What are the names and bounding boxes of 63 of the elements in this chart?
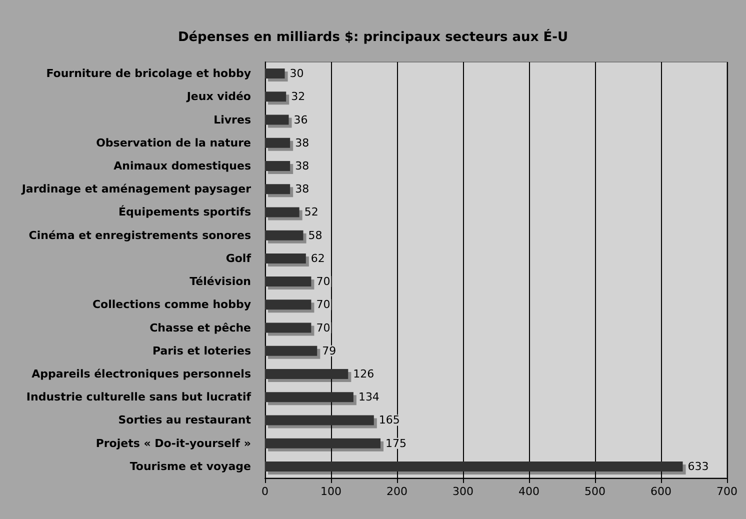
- data-label: 38: [295, 160, 310, 172]
- y-tick-label: Appareils électroniques personnels: [32, 368, 252, 380]
- y-tick-label: Fourniture de bricolage et hobby: [46, 67, 251, 80]
- data-label: 70: [316, 275, 330, 288]
- x-tick-label: 700: [716, 485, 738, 498]
- y-tick-label: Jardinage et aménagement paysager: [20, 182, 252, 196]
- x-tick-label: 0: [262, 485, 268, 498]
- data-label: 175: [386, 436, 406, 450]
- y-tick-label: Cinéma et enregistrements sonores: [28, 228, 252, 242]
- bar: [265, 392, 354, 402]
- data-label: 38: [295, 182, 310, 196]
- y-tick-label: Télévision: [190, 275, 251, 288]
- bar: [265, 114, 289, 125]
- y-tick-label: Équipements sportifs: [118, 204, 252, 219]
- bar: [265, 300, 312, 310]
- chart-title: Dépenses en milliards $: principaux secteurs aux É-U: [178, 28, 568, 45]
- data-label: 62: [310, 252, 325, 265]
- data-label: 126: [353, 368, 374, 380]
- y-tick-label: Chasse et pêche: [150, 321, 251, 334]
- bar: [265, 230, 304, 240]
- bar: [265, 68, 285, 79]
- x-tick-label: 100: [320, 485, 342, 498]
- x-tick-label: 500: [584, 485, 606, 498]
- bar: [265, 92, 286, 102]
- bar: [265, 207, 300, 218]
- data-label: 58: [308, 228, 322, 242]
- y-tick-label: Industrie culturelle sans but lucratif: [26, 390, 252, 404]
- data-label: 36: [294, 113, 308, 126]
- bar: [265, 322, 312, 333]
- bar: [265, 138, 290, 148]
- y-tick-label: Jeux vidéo: [186, 90, 252, 104]
- bar: [265, 438, 380, 448]
- data-label: 30: [290, 67, 304, 80]
- data-label: 633: [688, 460, 709, 473]
- x-tick-label: 600: [650, 485, 672, 498]
- data-label: 79: [322, 344, 336, 358]
- x-tick-label: 400: [518, 485, 540, 498]
- y-tick-label: Observation de la nature: [96, 136, 251, 150]
- y-tick-label: Golf: [226, 252, 252, 265]
- y-tick-label: Projets « Do-it-yourself »: [96, 436, 251, 450]
- y-tick-label: Animaux domestiques: [114, 160, 252, 172]
- bar: [265, 184, 290, 194]
- data-label: 70: [316, 321, 330, 334]
- x-tick-label: 200: [386, 485, 408, 498]
- bar: [265, 461, 683, 472]
- y-tick-label: Paris et loteries: [152, 344, 252, 358]
- data-label: 165: [378, 414, 400, 427]
- y-tick-label: Sorties au restaurant: [118, 414, 251, 427]
- y-tick-label: Livres: [214, 113, 252, 126]
- x-tick-label: 300: [452, 485, 474, 498]
- data-label: 32: [291, 90, 306, 104]
- bar: [265, 276, 312, 287]
- data-label: 52: [304, 206, 318, 219]
- data-label: 134: [358, 390, 380, 404]
- bar: [265, 161, 290, 171]
- y-tick-label: Collections comme hobby: [92, 298, 251, 312]
- bar: [265, 415, 374, 426]
- data-label: 38: [295, 136, 310, 150]
- bar: [265, 346, 318, 356]
- y-tick-label: Tourisme et voyage: [130, 460, 251, 473]
- bar: [265, 253, 306, 264]
- bar: [265, 369, 348, 379]
- data-label: 70: [316, 298, 330, 312]
